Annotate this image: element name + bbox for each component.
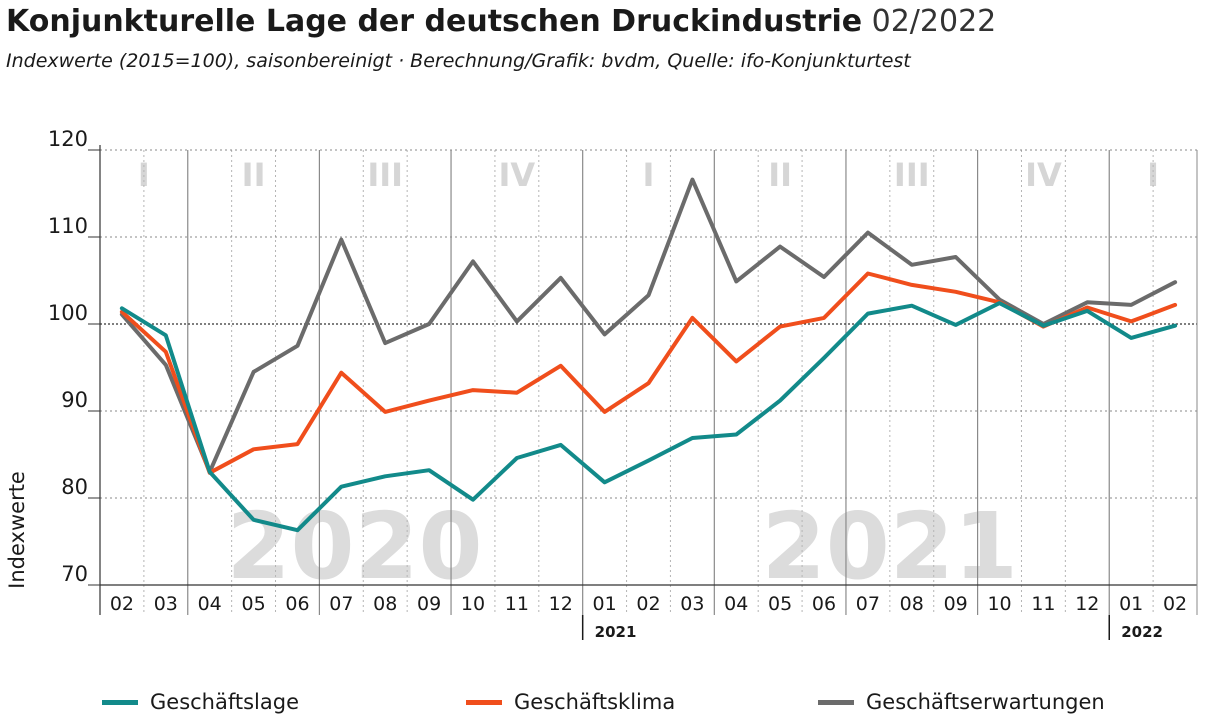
legend-item: Geschäftslage — [102, 690, 299, 714]
series-line-2 — [119, 271, 1178, 475]
quarter-labels: I II III IV I II III IV I — [138, 156, 1159, 194]
x-tick-label: 05 — [241, 593, 265, 615]
quarter-label: III — [894, 156, 930, 194]
x-tick-label: 06 — [812, 593, 836, 615]
year-label: 2022 — [1121, 623, 1163, 641]
x-tick-label: 03 — [680, 593, 704, 615]
year-label: 2021 — [595, 623, 637, 641]
title-text: Konjunkturelle Lage der deutschen Drucki… — [6, 4, 863, 39]
x-axis: 02 03 04 05 06 07 08 09 10 11 12 01 02 03 04 05 06 07 08 09… — [100, 150, 1198, 641]
legend-swatch — [102, 699, 138, 705]
legend-label: Geschäftsklima — [514, 690, 676, 714]
quarter-label: II — [768, 156, 792, 194]
series-lines — [119, 177, 1178, 533]
y-axis-label: Indexwerte — [5, 471, 29, 589]
y-axis: 70 80 90 100 110 120 — [48, 127, 101, 615]
x-tick-label: 01 — [1119, 593, 1143, 615]
year-watermarks: 2020 2021 — [226, 493, 1017, 600]
y-tick-label: 120 — [48, 127, 88, 151]
x-tick-label: 08 — [900, 593, 924, 615]
chart-title: Konjunkturelle Lage der deutschen Drucki… — [6, 2, 996, 42]
legend-label: Geschäftserwartungen — [866, 690, 1105, 714]
x-tick-label: 10 — [461, 593, 485, 615]
y-tick-label: 90 — [61, 388, 88, 412]
series-line-3 — [119, 177, 1178, 474]
x-tick-label: 12 — [549, 593, 573, 615]
grid — [100, 149, 1197, 615]
x-tick-label: 02 — [110, 593, 134, 615]
line-chart: 2020 2021 I II III IV I II III IV I 7080901001101… — [5, 127, 1198, 641]
legend-label: Geschäftslage — [150, 690, 300, 714]
legend-item: Geschäftserwartungen — [818, 690, 1105, 714]
year-watermark: 2020 — [226, 493, 482, 600]
y-tick-label: 80 — [61, 475, 88, 499]
legend-item: Geschäftsklima — [466, 690, 675, 714]
quarter-label: IV — [499, 156, 536, 194]
chart-subtitle: Indexwerte (2015=100), saisonbereinigt ·… — [6, 50, 911, 72]
x-tick-label: 02 — [1163, 593, 1187, 615]
x-tick-label: 02 — [636, 593, 660, 615]
quarter-label: IV — [1025, 156, 1062, 194]
y-tick-label: 70 — [61, 562, 88, 586]
x-tick-label: 04 — [198, 593, 222, 615]
x-tick-label: 11 — [1031, 593, 1055, 615]
x-tick-label: 07 — [856, 593, 880, 615]
x-tick-label: 08 — [373, 593, 397, 615]
x-tick-label: 06 — [285, 593, 309, 615]
x-tick-label: 12 — [1075, 593, 1099, 615]
x-tick-label: 10 — [987, 593, 1011, 615]
legend-swatch — [466, 699, 502, 705]
x-tick-label: 03 — [154, 593, 178, 615]
series-line-1 — [119, 301, 1178, 533]
x-tick-label: 07 — [329, 593, 353, 615]
y-tick-label: 110 — [48, 214, 88, 238]
title-date: 02/2022 — [871, 4, 997, 39]
legend-swatch — [818, 699, 854, 705]
x-tick-label: 01 — [593, 593, 617, 615]
quarter-label: I — [643, 156, 655, 194]
x-tick-label: 05 — [768, 593, 792, 615]
x-tick-label: 09 — [944, 593, 968, 615]
x-tick-label: 04 — [724, 593, 748, 615]
quarter-label: II — [242, 156, 266, 194]
x-tick-label: 11 — [505, 593, 529, 615]
quarter-label: III — [367, 156, 403, 194]
x-tick-label: 09 — [417, 593, 441, 615]
y-tick-label: 100 — [48, 301, 88, 325]
